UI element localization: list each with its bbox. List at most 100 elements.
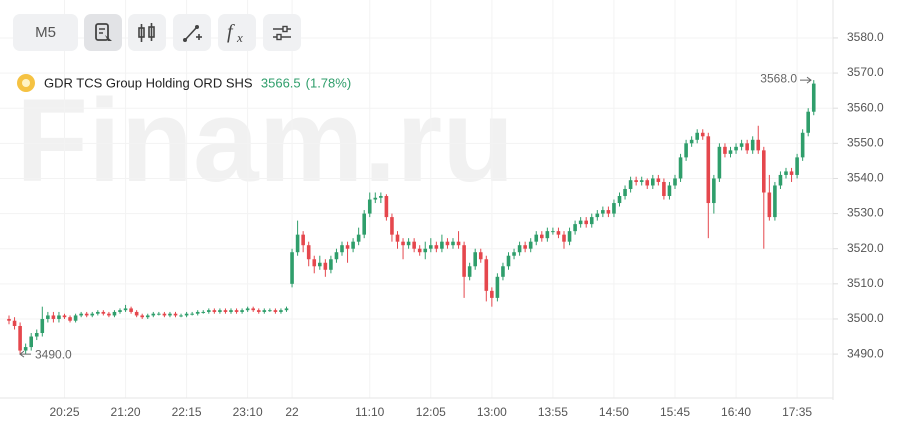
icon — [183, 24, 202, 42]
candle-body — [706, 136, 711, 204]
candle-body — [223, 310, 228, 312]
timeframe-button[interactable]: M5 — [13, 14, 78, 51]
candle-body — [268, 310, 272, 312]
icon — [138, 22, 155, 42]
candle-body — [373, 197, 378, 200]
candle-body — [429, 245, 433, 249]
candle-body — [68, 317, 72, 321]
candle-body — [406, 241, 411, 246]
candle-body — [279, 310, 283, 312]
candle-body — [284, 308, 289, 311]
candle-body — [490, 290, 494, 298]
candle-body — [334, 252, 339, 260]
candle-body — [578, 220, 583, 225]
candle-body — [390, 217, 394, 235]
candle-body — [190, 313, 194, 315]
candle-body — [623, 188, 627, 197]
candle-body — [540, 234, 544, 239]
candle-body — [51, 315, 56, 319]
candle-body — [601, 210, 605, 214]
y-tick-label: 3520.0 — [847, 241, 884, 255]
candle-body — [662, 181, 666, 197]
candle-body — [445, 241, 450, 246]
candle-body — [256, 310, 261, 312]
candle-body — [589, 217, 594, 225]
candle-body — [506, 255, 511, 267]
candle-body — [534, 234, 539, 242]
candle-body — [40, 318, 45, 334]
candle-body — [811, 83, 816, 112]
candle-body — [367, 199, 372, 214]
candle-body — [73, 315, 78, 321]
candle-body — [451, 241, 455, 246]
candle-body — [201, 311, 206, 313]
candle-body — [789, 171, 794, 175]
candle-body — [340, 245, 344, 253]
candle-body — [712, 178, 716, 204]
candle-body — [456, 241, 461, 246]
candle-body — [423, 248, 428, 253]
candle-body — [551, 231, 555, 233]
settings-button[interactable] — [263, 14, 301, 51]
candle-body — [739, 143, 744, 147]
x-tick-label: 23:10 — [233, 405, 263, 419]
candle-body — [384, 196, 389, 218]
candle-body — [345, 245, 350, 249]
candle-body — [184, 313, 189, 316]
x-tick-label: 17:35 — [782, 405, 812, 419]
candle-body — [556, 231, 561, 235]
candles-button[interactable] — [128, 14, 166, 51]
candle-body — [323, 262, 328, 270]
candle-body — [351, 241, 355, 249]
candle-body — [800, 132, 805, 158]
x-tick-label: 13:55 — [538, 405, 568, 419]
candle-body — [734, 146, 738, 151]
candle-body — [245, 308, 250, 311]
candle-body — [212, 310, 217, 312]
candle-body — [218, 310, 222, 312]
y-tick-label: 3540.0 — [847, 171, 884, 185]
candle-body — [462, 245, 466, 277]
candle-body — [179, 315, 183, 317]
x-tick-label: 11:10 — [355, 405, 384, 419]
drawing-button[interactable] — [173, 14, 211, 51]
candle-body — [134, 311, 139, 316]
candle-body — [34, 333, 39, 337]
candle-body — [645, 180, 650, 186]
annotation-label: 3490.0 — [35, 347, 72, 361]
x-tick-label: 13:00 — [477, 405, 507, 419]
candle-body — [262, 310, 267, 312]
candle-body — [123, 308, 128, 311]
candle-body — [750, 139, 755, 151]
candle-body — [107, 313, 111, 316]
y-tick-label: 3500.0 — [847, 311, 884, 325]
candle-body — [112, 311, 117, 316]
candle-body — [195, 311, 200, 314]
x-tick-label: 21:20 — [111, 405, 141, 419]
candle-body — [434, 245, 439, 249]
candle-body — [723, 146, 727, 154]
y-tick-label: 3530.0 — [847, 206, 884, 220]
chart-type-button[interactable] — [84, 14, 122, 51]
candle-body — [762, 150, 766, 193]
y-tick-label: 3580.0 — [847, 30, 884, 44]
candle-body — [784, 171, 788, 175]
candle-body — [495, 276, 500, 298]
candle-body — [362, 213, 366, 235]
chart-title: GDR TCS Group Holding ORD SHS — [44, 75, 253, 90]
candle-body — [290, 252, 294, 284]
annotation-arrow — [800, 76, 812, 84]
candle-body — [567, 231, 572, 242]
candle-body — [501, 266, 505, 277]
candle-body — [173, 313, 178, 316]
candle-body — [756, 139, 761, 151]
candle-body — [795, 157, 799, 175]
candle-body — [7, 318, 11, 321]
candle-body — [162, 313, 167, 316]
y-tick-label: 3550.0 — [847, 135, 884, 149]
candle-body — [151, 313, 156, 316]
annotation-label: 3568.0 — [760, 71, 797, 85]
candle-body — [90, 313, 95, 316]
